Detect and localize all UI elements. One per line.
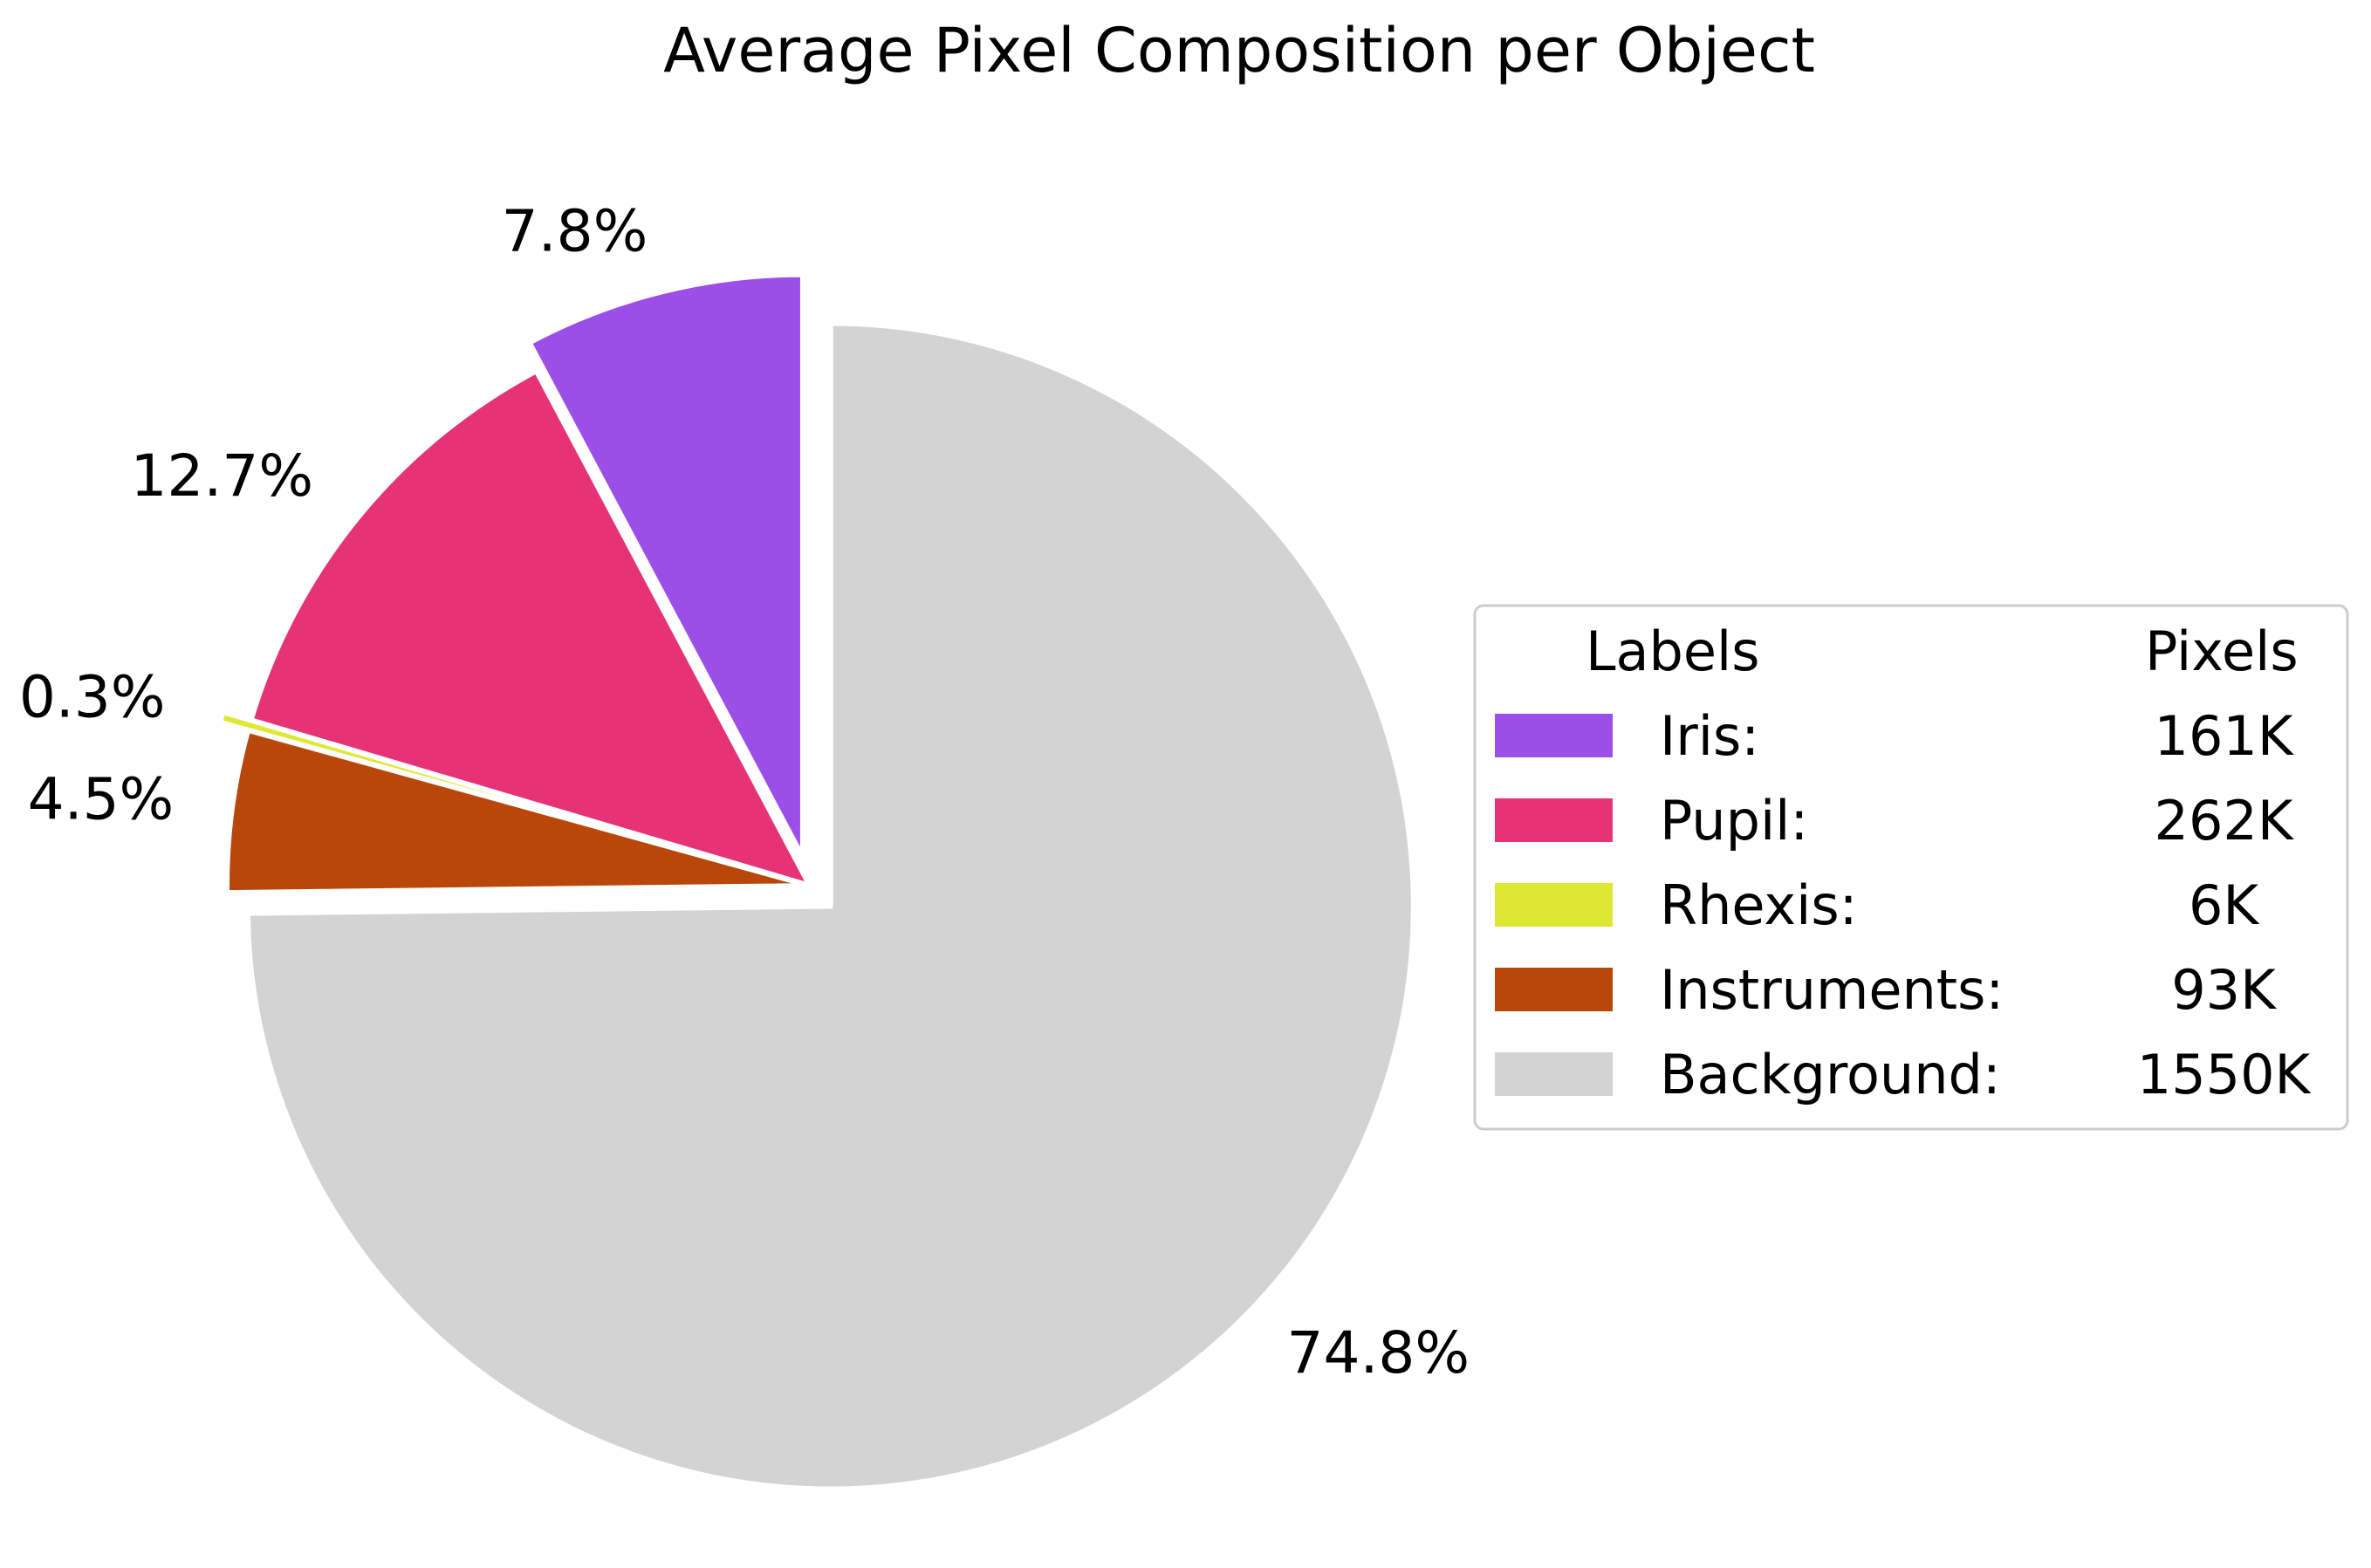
percent-label-iris: 7.8% bbox=[502, 198, 648, 265]
pie-slices bbox=[217, 271, 1416, 1492]
legend-pixels-pupil: 262K bbox=[2155, 789, 2294, 852]
percent-label-background: 74.8% bbox=[1286, 1319, 1470, 1387]
chart-title: Average Pixel Composition per Object bbox=[663, 15, 1815, 86]
legend-swatch-instruments bbox=[1495, 968, 1613, 1011]
legend-swatch-rhexis bbox=[1495, 883, 1613, 927]
percent-label-rhexis: 0.3% bbox=[19, 664, 166, 731]
legend-swatch-iris bbox=[1495, 714, 1613, 757]
legend: Labels Pixels Iris: 161K Pupil: 262K Rhexis:… bbox=[1473, 604, 2349, 1131]
legend-swatch-pupil bbox=[1495, 798, 1613, 842]
legend-label-iris: Iris: bbox=[1660, 704, 1759, 768]
legend-swatch-background bbox=[1495, 1052, 1613, 1096]
percent-label-pupil: 12.7% bbox=[130, 442, 313, 510]
pie-slice-background bbox=[244, 320, 1416, 1492]
percent-labels: 7.8% 12.7% 0.3% 4.5% 74.8% bbox=[19, 198, 1470, 1387]
pie-slice-iris bbox=[526, 271, 805, 860]
legend-header-labels: Labels bbox=[1586, 620, 1760, 683]
legend-label-background: Background: bbox=[1660, 1043, 2001, 1106]
pie-slice-rhexis bbox=[217, 709, 785, 880]
legend-label-rhexis: Rhexis: bbox=[1660, 873, 1858, 937]
legend-header-pixels: Pixels bbox=[2145, 620, 2299, 683]
legend-pixels-background: 1550K bbox=[2137, 1043, 2312, 1106]
legend-label-instruments: Instruments: bbox=[1660, 958, 2004, 1022]
legend-rows: Iris: 161K Pupil: 262K Rhexis: 6K Instruments:… bbox=[1495, 704, 2312, 1106]
legend-frame bbox=[1473, 604, 2349, 1131]
legend-pixels-iris: 161K bbox=[2155, 704, 2294, 768]
pie-slice-instruments bbox=[224, 727, 812, 896]
legend-pixels-instruments: 93K bbox=[2171, 958, 2277, 1022]
pie-slice-pupil bbox=[248, 368, 812, 888]
percent-label-instruments: 4.5% bbox=[28, 766, 175, 833]
legend-label-pupil: Pupil: bbox=[1660, 789, 1808, 852]
legend-pixels-rhexis: 6K bbox=[2189, 873, 2259, 937]
